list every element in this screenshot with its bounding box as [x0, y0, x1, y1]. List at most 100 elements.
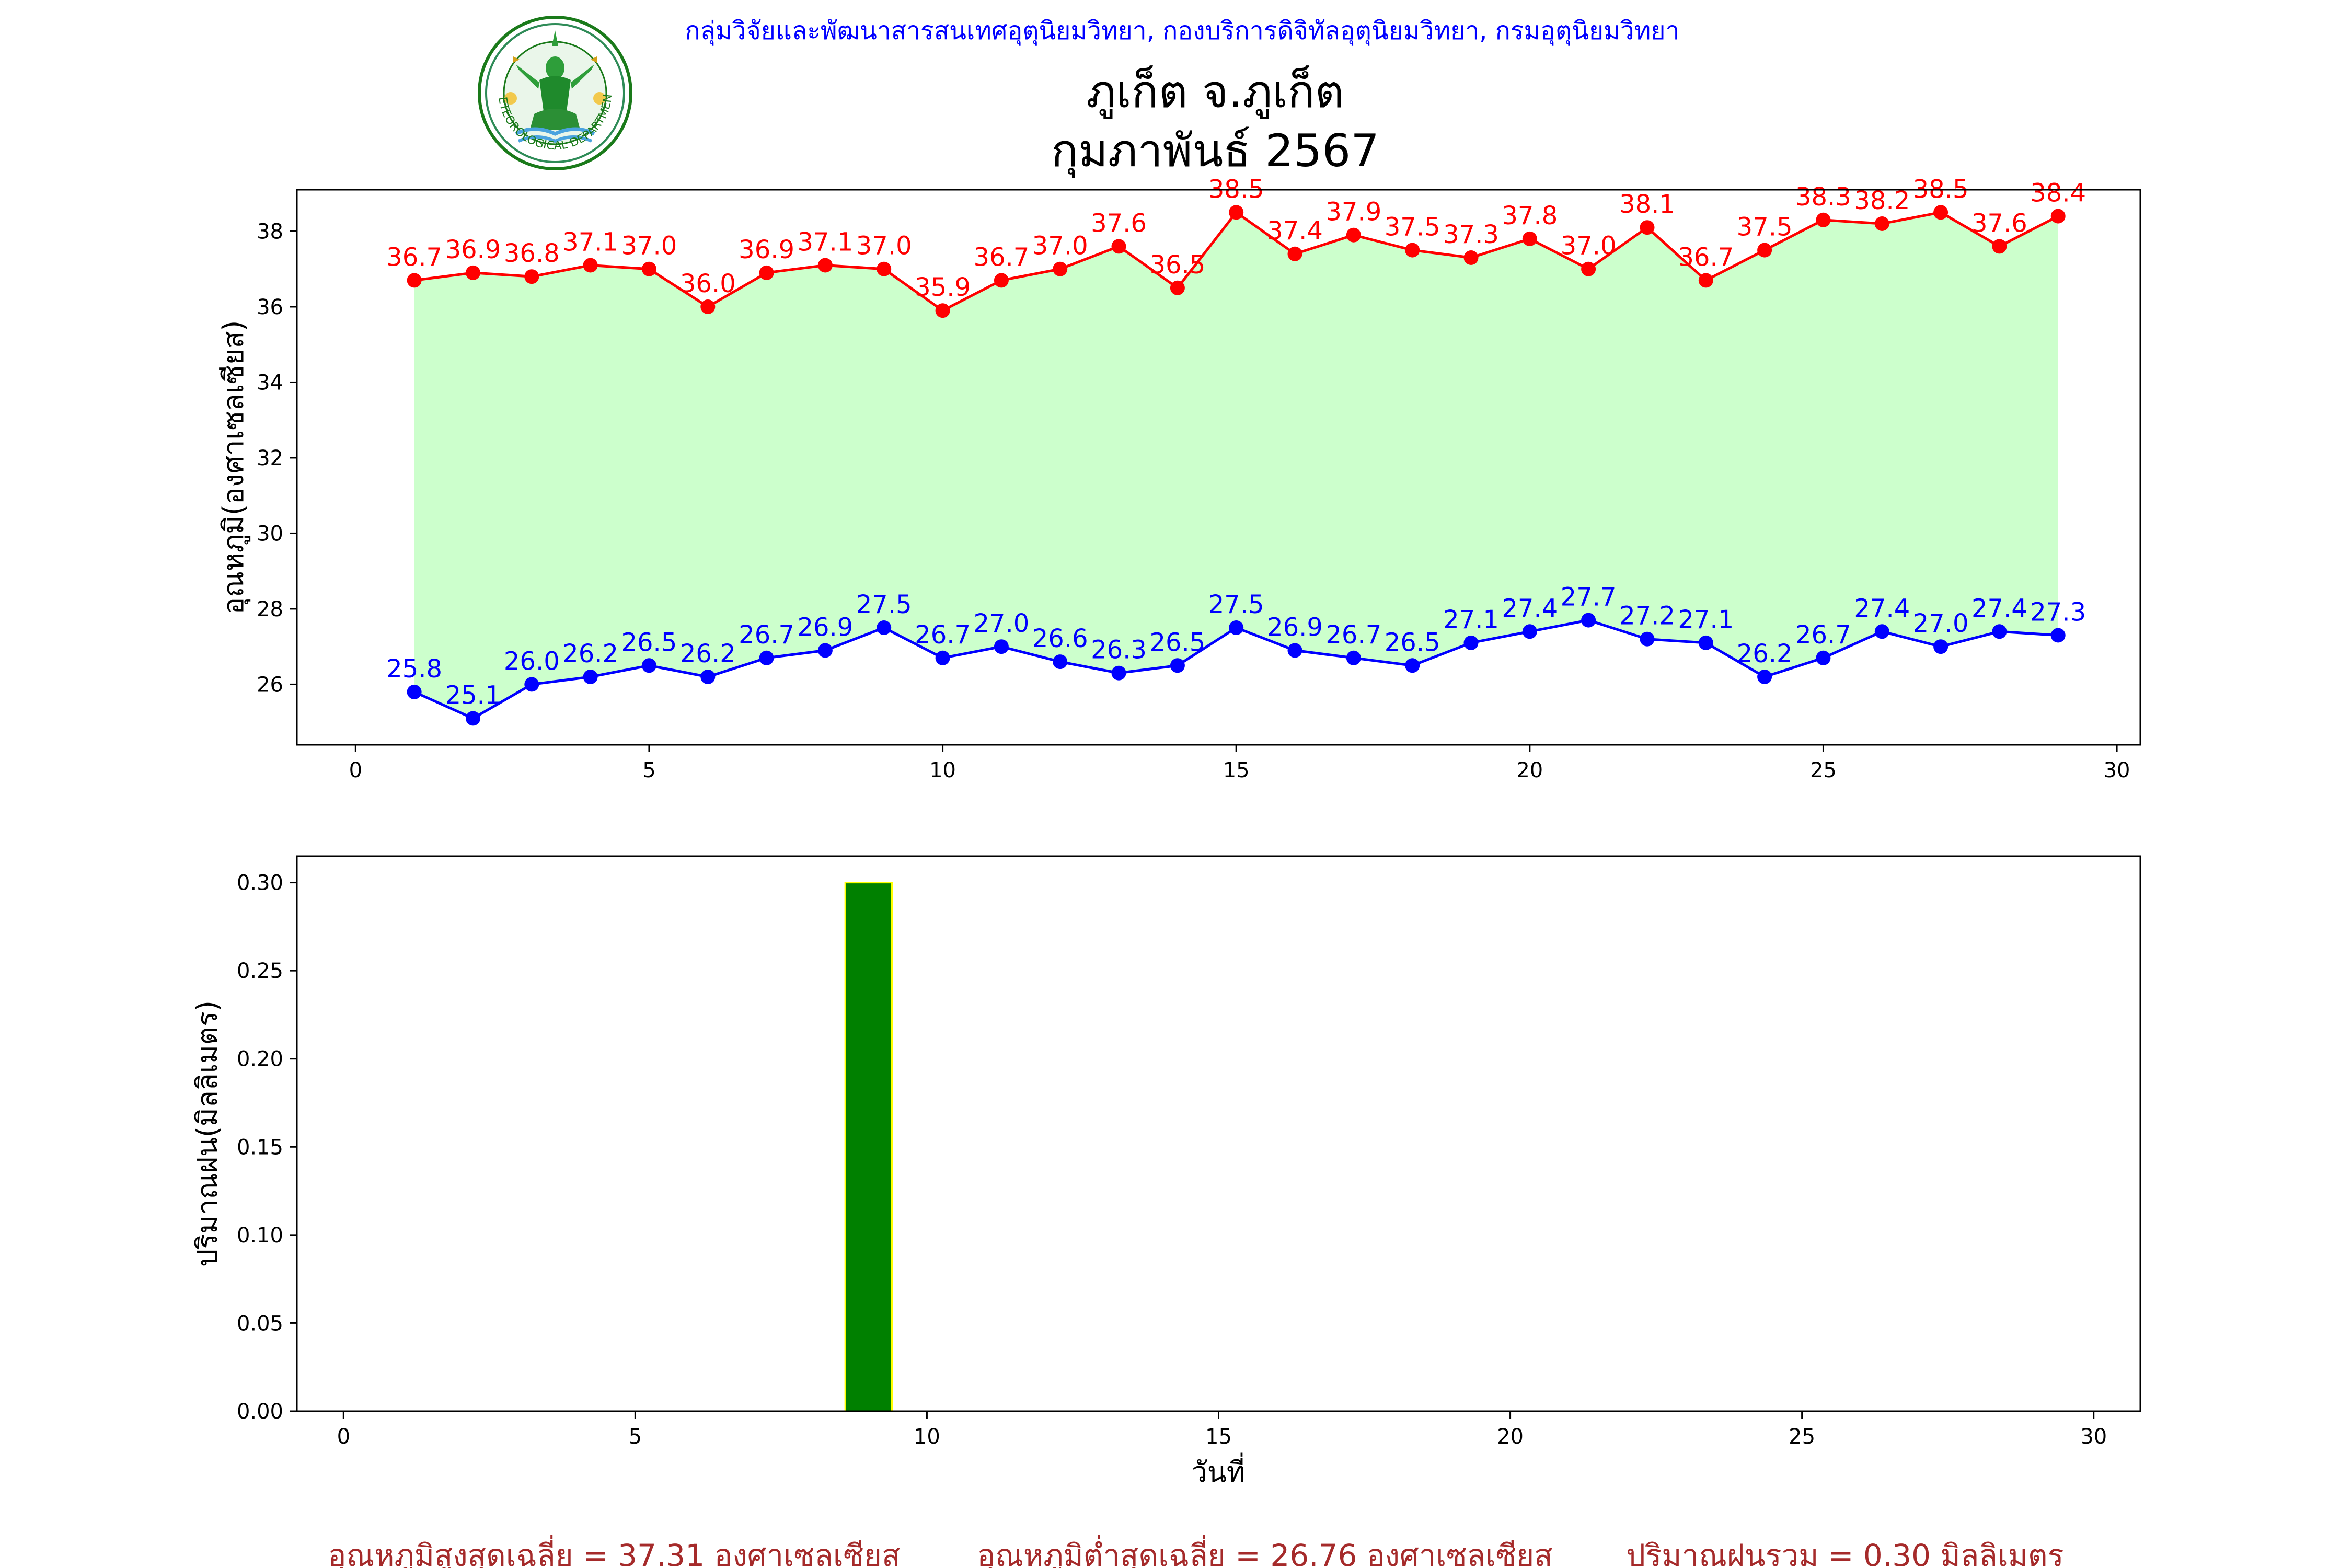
- temperature-range-fill: [414, 212, 2058, 719]
- min-temperature-point: [1816, 650, 1831, 665]
- max-temperature-label: 36.9: [445, 235, 501, 264]
- max-temperature-label: 37.1: [562, 228, 618, 257]
- avg-min-temperature: อุณหภูมิต่ำสุดเฉลี่ย = 26.76 องศาเซลเซีย…: [977, 1535, 1552, 1568]
- agency-caption: กลุ่มวิจัยและพัฒนาสารสนเทศอุตุนิยมวิทยา,…: [685, 16, 1680, 46]
- max-temperature-label: 36.5: [1149, 250, 1205, 280]
- max-temperature-label: 37.8: [1502, 201, 1558, 230]
- x-tick-label: 25: [1810, 758, 1837, 782]
- min-temperature-point: [1111, 665, 1126, 681]
- max-temperature-label: 36.7: [1678, 243, 1734, 272]
- x-tick-label: 0: [349, 758, 362, 782]
- min-temperature-point: [1640, 631, 1655, 647]
- y-tick-label: 36: [257, 295, 283, 319]
- min-temperature-label: 27.2: [1619, 602, 1675, 631]
- max-temperature-point: [1405, 243, 1420, 258]
- x-tick-label: 10: [929, 758, 956, 782]
- min-temperature-label: 26.2: [1737, 639, 1793, 668]
- min-temperature-point: [407, 684, 422, 699]
- min-temperature-label: 26.5: [1385, 628, 1440, 657]
- min-temperature-point: [877, 620, 892, 635]
- total-rainfall: ปริมาณฝนรวม = 0.30 มิลลิเมตร: [1626, 1538, 2063, 1568]
- max-temperature-label: 37.0: [856, 232, 912, 261]
- min-temperature-label: 27.5: [856, 590, 912, 619]
- max-temperature-point: [1816, 212, 1831, 227]
- x-tick-label: 10: [914, 1425, 940, 1449]
- min-temperature-point: [700, 670, 716, 684]
- x-tick-label: 20: [1516, 758, 1543, 782]
- temperature-panel: 36.7 36.9 36.8 37.1 37.036.036.9 37.1 37.035.9…: [217, 175, 2141, 782]
- max-temperature-point: [759, 265, 774, 280]
- max-temperature-point: [817, 258, 833, 273]
- max-temperature-point: [1698, 273, 1713, 288]
- min-temperature-label: 26.5: [1149, 628, 1205, 657]
- min-temperature-point: [466, 711, 480, 726]
- min-temperature-point: [1933, 639, 1949, 654]
- min-temperature-label: 27.1: [1678, 605, 1734, 635]
- min-temperature-point: [1346, 650, 1361, 665]
- min-temperature-point: [994, 639, 1009, 654]
- rainfall-panel: 0 5 10 15 20 25 30 0.00 0.05 0.10 0.15 0.20 0.25 0.3…: [191, 855, 2141, 1489]
- min-temperature-label: 27.4: [1971, 594, 2027, 623]
- max-temperature-point: [935, 303, 950, 318]
- max-temperature-label: 38.1: [1619, 190, 1675, 219]
- temperature-fill-area: [414, 212, 2058, 719]
- max-temperature-label: 36.8: [504, 239, 560, 268]
- min-temperature-point: [524, 677, 539, 692]
- min-temperature-point: [1698, 635, 1713, 650]
- max-temperature-label: 37.6: [1091, 209, 1147, 238]
- min-temperature-label: 27.1: [1443, 605, 1499, 635]
- min-temperature-point: [817, 643, 833, 658]
- y-tick-label: 0.15: [237, 1135, 283, 1159]
- max-temperature-label: 37.0: [1032, 232, 1088, 261]
- x-tick-label: 15: [1223, 758, 1250, 782]
- max-temperature-label: 36.7: [973, 243, 1029, 272]
- min-temperature-label: 26.5: [621, 628, 677, 657]
- min-temperature-point: [1992, 624, 2007, 639]
- min-temperature-point: [1463, 635, 1479, 650]
- min-temperature-label: 27.5: [1208, 590, 1264, 619]
- max-temperature-label: 37.4: [1267, 216, 1323, 246]
- min-temperature-label: 27.7: [1561, 583, 1617, 612]
- x-tick-label: 5: [642, 758, 655, 782]
- x-tick-label: 5: [629, 1425, 642, 1449]
- temperature-y-axis-label: อุณหภูมิ(องศาเซลเซียส): [217, 320, 251, 615]
- y-tick-label: 0.05: [237, 1311, 283, 1335]
- max-temperature-point: [700, 299, 716, 314]
- min-temperature-point: [1053, 654, 1068, 670]
- min-temperature-label: 25.8: [386, 654, 442, 684]
- min-temperature-label: 26.3: [1091, 636, 1147, 665]
- x-tick-label: 30: [2104, 758, 2130, 782]
- max-temperature-point: [524, 269, 539, 284]
- y-tick-label: 34: [257, 371, 283, 395]
- min-temperature-label: 26.0: [504, 647, 560, 676]
- deity-emblem-icon: [504, 30, 606, 143]
- rainfall-y-axis-label: ปริมาณฝน(มิลลิเมตร): [191, 1000, 224, 1267]
- min-temperature-point: [1757, 670, 1772, 684]
- y-tick-label: 38: [257, 220, 283, 244]
- y-tick-label: 0.20: [237, 1047, 283, 1071]
- min-temperature-point: [1522, 624, 1537, 639]
- x-tick-label: 30: [2080, 1425, 2107, 1449]
- rainfall-bar: [844, 882, 893, 1412]
- y-tick-label: 0.10: [237, 1224, 283, 1248]
- min-temperature-label: 26.2: [680, 639, 736, 668]
- min-temperature-label: 27.3: [2030, 598, 2086, 627]
- max-temperature-label: 38.4: [2030, 179, 2086, 208]
- y-tick-label: 0.00: [237, 1400, 283, 1424]
- min-temperature-point: [1874, 624, 1889, 639]
- max-temperature-point: [1581, 261, 1596, 276]
- min-temperature-point: [583, 670, 598, 684]
- meteorological-department-logo: METEOROLOGICAL DEPARTMENT: [478, 16, 632, 170]
- max-temperature-point: [1874, 216, 1889, 231]
- max-temperature-point: [877, 261, 892, 276]
- min-temperature-label: 27.0: [973, 609, 1029, 638]
- min-temperature-label: 26.6: [1032, 624, 1088, 653]
- max-temperature-point: [1287, 246, 1302, 261]
- max-temperature-point: [1170, 280, 1185, 295]
- max-temperature-label: 38.3: [1795, 182, 1851, 212]
- max-temperature-label: 36.0: [680, 269, 736, 298]
- max-temperature-label: 37.0: [1561, 232, 1617, 261]
- min-temperature-label: 26.7: [1795, 620, 1851, 650]
- min-temperature-point: [641, 658, 656, 673]
